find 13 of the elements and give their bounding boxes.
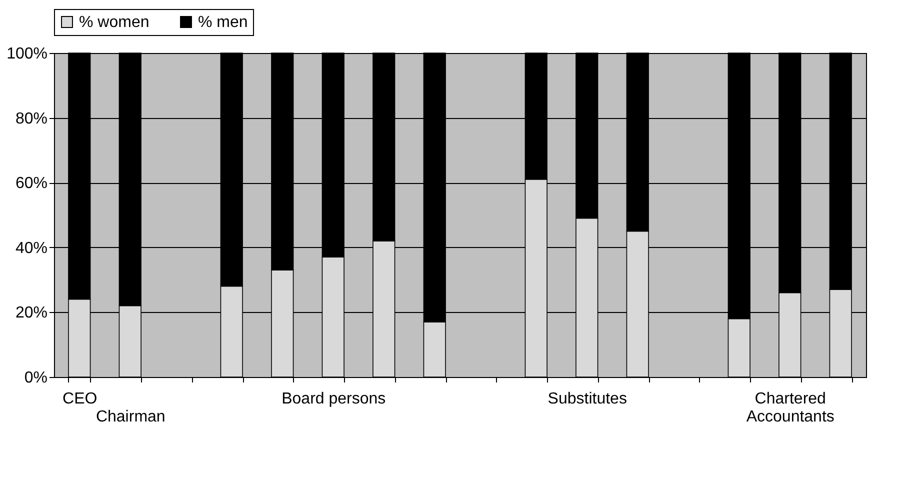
- legend-label: % women: [79, 14, 150, 31]
- x-tick-label: Chartered Accountants: [746, 390, 834, 426]
- y-tick-label: 100%: [6, 46, 48, 62]
- y-tick-label: 80%: [15, 110, 48, 128]
- legend-label: % men: [198, 14, 248, 31]
- y-tick-label: 20%: [15, 304, 48, 322]
- x-tick-label: Board persons: [282, 390, 386, 408]
- x-tick-label: Substitutes: [548, 390, 627, 408]
- x-tick-label: CEO: [62, 390, 98, 408]
- y-tick-label: 40%: [15, 240, 48, 257]
- y-tick-label: 60%: [15, 175, 48, 192]
- x-tick-label: Chairman: [96, 408, 166, 426]
- y-tick-label: 0%: [24, 370, 48, 386]
